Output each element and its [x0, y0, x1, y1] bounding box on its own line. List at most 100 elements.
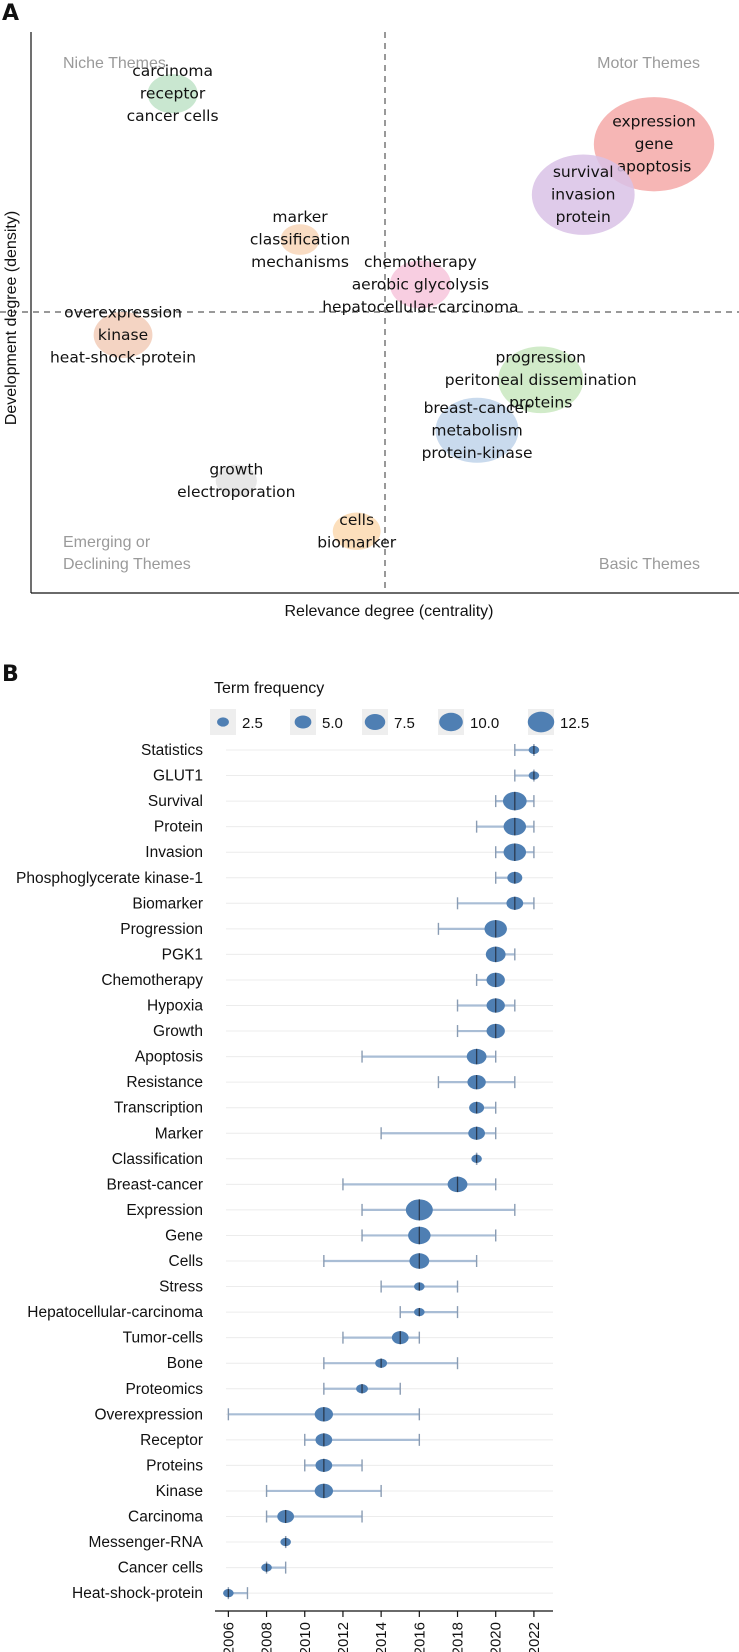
term-row: Cancer cells: [118, 1560, 287, 1577]
term-label: Breast-cancer: [107, 1176, 203, 1193]
x-tick-label: 2014: [373, 1622, 390, 1652]
term-row: Apoptosis: [135, 1049, 497, 1066]
term-row: Proteomics: [125, 1381, 401, 1398]
term-label: Resistance: [126, 1074, 203, 1091]
theme-cluster: progression peritoneal dissemination prote…: [445, 346, 637, 414]
term-label: Tumor-cells: [123, 1330, 204, 1347]
legend-size-marker: [439, 712, 463, 732]
term-label: Stress: [159, 1279, 203, 1296]
cluster-term-label: biomarker: [317, 534, 397, 552]
term-label: Messenger-RNA: [88, 1534, 203, 1551]
legend-size-label: 2.5: [242, 715, 263, 732]
cluster-term-label: overexpression: [64, 303, 182, 321]
legend-size-marker: [217, 717, 229, 727]
legend-size-marker: [527, 711, 555, 733]
cluster-bubble: [147, 74, 198, 114]
term-label: Survival: [148, 793, 203, 810]
term-row: Stress: [159, 1279, 459, 1296]
cluster-term-label: invasion: [551, 186, 616, 204]
size-legend: 2.5 5.0 7.5 10.0 12.5: [210, 709, 589, 735]
term-label: Chemotherapy: [101, 972, 203, 989]
term-row: Hepatocellular-carcinoma: [27, 1304, 459, 1321]
cluster-term-label: mechanisms: [251, 253, 349, 271]
term-row: Biomarker: [132, 895, 535, 912]
term-row: Heat-shock-protein: [72, 1585, 249, 1602]
term-label: Cells: [169, 1253, 204, 1270]
a-y-axis-title: Development degree (density): [3, 211, 20, 425]
cluster-term-label: electroporation: [177, 483, 295, 501]
term-row: Growth: [153, 1023, 505, 1040]
legend-size-label: 5.0: [322, 715, 343, 732]
x-tick-label: 2006: [220, 1622, 237, 1652]
term-label: Proteomics: [125, 1381, 203, 1398]
cluster-term-label: proteins: [509, 393, 572, 411]
theme-cluster: growth electroporation: [177, 461, 295, 502]
cluster-bubble: [435, 397, 519, 463]
cluster-bubble: [498, 346, 584, 414]
term-row: Bone: [167, 1355, 459, 1372]
x-tick-label: 2008: [259, 1622, 276, 1652]
quadrant-niche-label: Niche Themes: [63, 55, 166, 72]
theme-cluster: carcinoma receptor cancer cells: [127, 62, 219, 125]
legend-size-marker: [364, 714, 386, 730]
cluster-term-label: breast-cancer: [424, 399, 532, 417]
term-row: Transcription: [114, 1100, 497, 1117]
term-row: Tumor-cells: [123, 1330, 421, 1347]
term-label: Bone: [167, 1355, 203, 1372]
term-row: Overexpression: [94, 1406, 421, 1423]
legend-size-label: 12.5: [560, 715, 589, 732]
cluster-term-label: growth: [209, 461, 263, 479]
legend-title: Term frequency: [214, 680, 324, 697]
term-row: Progression: [120, 920, 507, 938]
cluster-term-label: metabolism: [431, 421, 522, 439]
term-label: Marker: [155, 1125, 203, 1142]
term-row: Messenger-RNA: [88, 1534, 291, 1551]
cluster-term-label: expression: [612, 113, 696, 131]
panel-b-letter: B: [2, 662, 19, 687]
quadrant-motor-label: Motor Themes: [597, 55, 700, 72]
cluster-term-label: aerobic glycolysis: [352, 275, 489, 293]
term-row: Classification: [112, 1151, 482, 1168]
cluster-term-label: cells: [339, 511, 374, 529]
x-tick-label: 2010: [297, 1622, 314, 1652]
term-row: Protein: [154, 817, 535, 836]
term-row: GLUT1: [153, 768, 540, 785]
term-label: Statistics: [141, 742, 203, 759]
legend-size-label: 7.5: [394, 715, 415, 732]
term-label: Hepatocellular-carcinoma: [27, 1304, 203, 1321]
legend-size-label: 10.0: [470, 715, 499, 732]
cluster-term-label: receptor: [140, 85, 206, 103]
term-label: Transcription: [114, 1100, 203, 1117]
quadrant-basic-label: Basic Themes: [599, 556, 700, 573]
x-tick-label: 2016: [411, 1622, 428, 1652]
term-label: Biomarker: [132, 895, 203, 912]
term-label: Growth: [153, 1023, 203, 1040]
cluster-term-label: progression: [495, 348, 586, 366]
cluster-term-label: cancer cells: [127, 107, 219, 125]
term-rows: Statistics GLUT1 Survival Protein Invasion Ph…: [16, 742, 540, 1602]
cluster-term-label: gene: [635, 135, 674, 153]
cluster-term-label: protein: [556, 208, 611, 226]
legend-entry: 12.5: [527, 709, 589, 735]
b-x-ticks: 2006 2008 2010 2012 2014 2016 2018 2020 2022: [220, 1611, 543, 1652]
quadrant-emerging-label-line1: Emerging or: [63, 534, 151, 551]
term-label: Proteins: [146, 1457, 203, 1474]
cluster-bubble: [280, 224, 320, 255]
term-row: Hypoxia: [147, 998, 516, 1015]
term-row: Breast-cancer: [107, 1176, 497, 1193]
x-tick-label: 2012: [335, 1622, 352, 1652]
cluster-term-label: peritoneal dissemination: [445, 371, 637, 389]
term-row: Survival: [148, 791, 535, 811]
term-row: Resistance: [126, 1074, 516, 1091]
cluster-bubble: [215, 464, 257, 497]
x-tick-label: 2022: [526, 1622, 543, 1652]
term-label: Heat-shock-protein: [72, 1585, 203, 1602]
cluster-term-label: chemotherapy: [364, 253, 477, 271]
theme-cluster: survival invasion protein: [531, 154, 635, 235]
term-label: Cancer cells: [118, 1560, 204, 1577]
legend-entry: 7.5: [362, 709, 415, 735]
term-row: Carcinoma: [128, 1509, 363, 1526]
term-label: Overexpression: [94, 1406, 203, 1423]
term-row: Kinase: [156, 1483, 382, 1500]
